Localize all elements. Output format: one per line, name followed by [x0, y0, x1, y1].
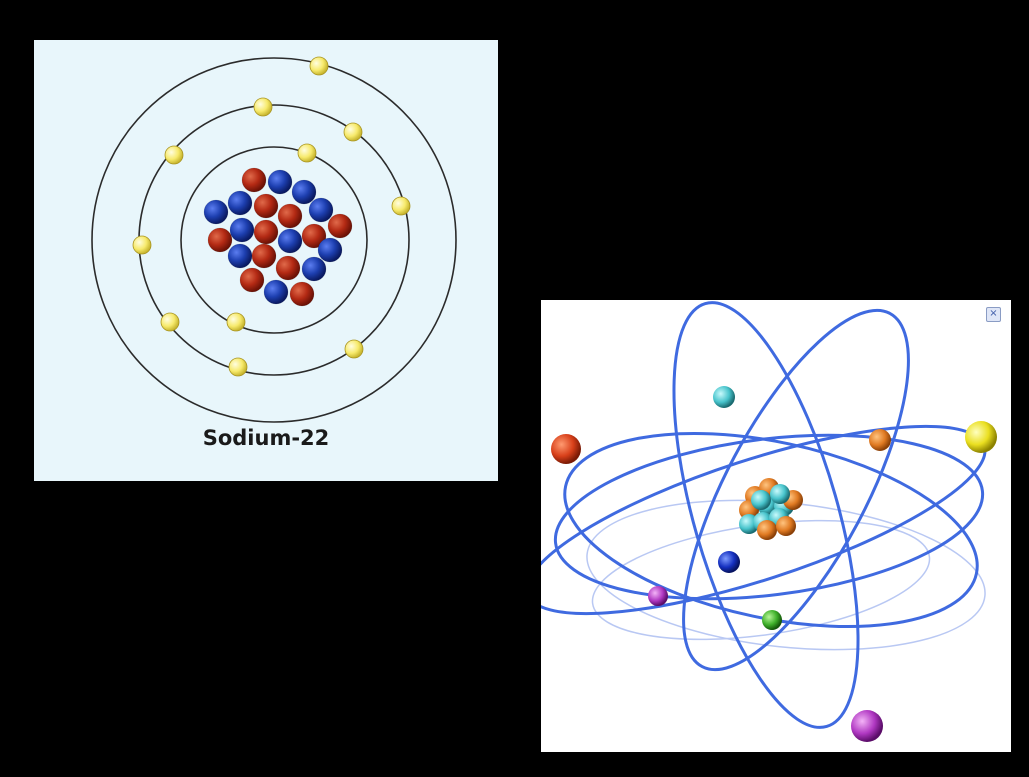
shell-3 — [91, 57, 457, 423]
electrons — [132, 56, 411, 377]
neutron — [227, 190, 253, 216]
proton — [253, 193, 279, 219]
diagram-caption: Sodium-22 — [202, 426, 330, 450]
electron-purple-large — [851, 710, 883, 742]
proton — [239, 267, 265, 293]
proton — [207, 227, 233, 253]
nucleus — [203, 167, 353, 307]
neutron — [227, 243, 253, 269]
electron-cyan — [713, 386, 735, 408]
electron-green — [762, 610, 782, 630]
electron — [132, 235, 152, 255]
proton — [253, 219, 279, 245]
electron — [343, 122, 363, 142]
electron — [391, 196, 411, 216]
proton — [289, 281, 315, 307]
orbit-4 — [672, 301, 860, 729]
sodium-22-bohr-diagram: Sodium-22 — [34, 40, 498, 481]
neutron — [263, 279, 289, 305]
electron-red — [551, 434, 581, 464]
orbit-model-svg — [541, 301, 997, 742]
proton — [327, 213, 353, 239]
electron-yellow — [965, 421, 997, 453]
neutron — [267, 169, 293, 195]
neutron — [308, 197, 334, 223]
electron — [160, 312, 180, 332]
neutron — [291, 179, 317, 205]
proton — [301, 223, 327, 249]
orbit-2 — [563, 431, 979, 629]
neutron — [229, 217, 255, 243]
electron-blue — [718, 551, 740, 573]
electron — [228, 357, 248, 377]
bohr-model-svg — [91, 56, 457, 423]
electron — [309, 56, 329, 76]
neutron — [301, 256, 327, 282]
proton — [241, 167, 267, 193]
electron — [344, 339, 364, 359]
electron-orange — [869, 429, 891, 451]
neutron — [203, 199, 229, 225]
electron — [297, 143, 317, 163]
close-icon[interactable]: × — [986, 307, 1001, 322]
neutron — [317, 237, 343, 263]
proton — [277, 203, 303, 229]
neutron — [277, 228, 303, 254]
orbit-5 — [682, 308, 910, 672]
nucleus-cluster — [739, 478, 803, 540]
electron-purple-small — [648, 586, 668, 606]
electron — [226, 312, 246, 332]
electron-shells — [91, 57, 457, 423]
proton — [251, 243, 277, 269]
3d-atom-model-window: × — [541, 300, 1011, 752]
electron — [164, 145, 184, 165]
shell-1 — [180, 146, 368, 334]
proton — [275, 255, 301, 281]
orbit-electrons — [551, 386, 997, 742]
electron — [253, 97, 273, 117]
